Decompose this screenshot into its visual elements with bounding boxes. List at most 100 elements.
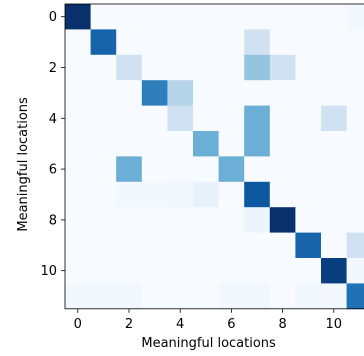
heatmap-cell-11-6 <box>218 283 245 310</box>
heatmap-cell-10-1 <box>90 258 117 284</box>
heatmap-cell-9-2 <box>116 232 143 259</box>
heatmap-cell-2-6 <box>218 54 245 81</box>
heatmap-cell-4-1 <box>90 105 117 132</box>
heatmap-cell-4-6 <box>218 105 245 132</box>
heatmap-cell-3-1 <box>90 80 117 106</box>
heatmap-cell-11-11 <box>346 283 364 310</box>
heatmap-cell-3-3 <box>141 80 168 106</box>
heatmap-cell-11-3 <box>141 283 168 310</box>
heatmap-cell-0-4 <box>167 4 194 30</box>
heatmap-cell-7-0 <box>65 181 91 208</box>
heatmap-cell-8-5 <box>193 207 219 233</box>
x-tick-label-0: 0 <box>74 317 82 332</box>
heatmap-cell-9-3 <box>141 232 168 259</box>
heatmap-cell-6-7 <box>244 156 271 183</box>
heatmap-cell-0-0 <box>65 4 91 30</box>
heatmap-cell-4-10 <box>321 105 347 132</box>
heatmap-cell-7-9 <box>295 181 322 208</box>
heatmap-cell-4-0 <box>65 105 91 132</box>
heatmap-cell-10-11 <box>346 258 364 284</box>
heatmap-cell-7-5 <box>193 181 219 208</box>
heatmap-cell-0-1 <box>90 4 117 30</box>
x-tick-label-4: 4 <box>176 317 184 332</box>
y-tick-label-2: 2 <box>49 61 57 76</box>
heatmap-cell-1-0 <box>65 29 91 56</box>
y-tick-label-8: 8 <box>49 213 57 228</box>
heatmap-cell-3-9 <box>295 80 322 106</box>
heatmap-cell-7-6 <box>218 181 245 208</box>
heatmap-cell-10-3 <box>141 258 168 284</box>
heatmap-cell-9-8 <box>269 232 296 259</box>
heatmap-cell-8-3 <box>141 207 168 233</box>
heatmap-cell-4-4 <box>167 105 194 132</box>
heatmap-cell-9-6 <box>218 232 245 259</box>
heatmap-cell-3-7 <box>244 80 271 106</box>
x-tick-label-2: 2 <box>125 317 133 332</box>
heatmap-cell-5-6 <box>218 131 245 157</box>
y-tick-label-6: 6 <box>49 163 57 178</box>
heatmap-cell-10-8 <box>269 258 296 284</box>
heatmap-cell-7-11 <box>346 181 364 208</box>
heatmap-cell-9-9 <box>295 232 322 259</box>
heatmap-cell-6-10 <box>321 156 347 183</box>
heatmap-cell-11-0 <box>65 283 91 310</box>
heatmap-cell-2-0 <box>65 54 91 81</box>
heatmap-cell-2-8 <box>269 54 296 81</box>
heatmap-cell-8-1 <box>90 207 117 233</box>
heatmap-cell-2-2 <box>116 54 143 81</box>
heatmap-cell-2-1 <box>90 54 117 81</box>
heatmap-cell-1-8 <box>269 29 296 56</box>
heatmap-cell-5-2 <box>116 131 143 157</box>
heatmap-cell-10-6 <box>218 258 245 284</box>
heatmap-cell-8-8 <box>269 207 296 233</box>
heatmap-cell-10-0 <box>65 258 91 284</box>
heatmap-cell-6-8 <box>269 156 296 183</box>
heatmap-cell-8-11 <box>346 207 364 233</box>
heatmap-cell-0-10 <box>321 4 347 30</box>
heatmap-cell-1-6 <box>218 29 245 56</box>
heatmap-cell-2-10 <box>321 54 347 81</box>
heatmap-cell-11-1 <box>90 283 117 310</box>
heatmap-cell-1-4 <box>167 29 194 56</box>
heatmap-cell-8-4 <box>167 207 194 233</box>
heatmap-cell-8-7 <box>244 207 271 233</box>
heatmap-cell-0-5 <box>193 4 219 30</box>
heatmap-cell-4-5 <box>193 105 219 132</box>
heatmap-cell-5-5 <box>193 131 219 157</box>
heatmap-cell-5-9 <box>295 131 322 157</box>
heatmap-cell-1-1 <box>90 29 117 56</box>
heatmap-cell-0-3 <box>141 4 168 30</box>
heatmap-cell-0-7 <box>244 4 271 30</box>
heatmap-cell-3-5 <box>193 80 219 106</box>
heatmap-cell-2-4 <box>167 54 194 81</box>
heatmap-cell-0-11 <box>346 4 364 30</box>
heatmap-cells <box>65 4 364 310</box>
heatmap-cell-0-6 <box>218 4 245 30</box>
heatmap-cell-1-11 <box>346 29 364 56</box>
heatmap-cell-5-3 <box>141 131 168 157</box>
heatmap-cell-6-11 <box>346 156 364 183</box>
heatmap-cell-8-10 <box>321 207 347 233</box>
heatmap-cell-10-9 <box>295 258 322 284</box>
heatmap-cell-1-10 <box>321 29 347 56</box>
heatmap-cell-3-6 <box>218 80 245 106</box>
heatmap-cell-5-0 <box>65 131 91 157</box>
heatmap-cell-3-2 <box>116 80 143 106</box>
heatmap-cell-5-1 <box>90 131 117 157</box>
heatmap-cell-3-10 <box>321 80 347 106</box>
heatmap-cell-5-4 <box>167 131 194 157</box>
heatmap-cell-7-7 <box>244 181 271 208</box>
heatmap-cell-11-5 <box>193 283 219 310</box>
heatmap-cell-8-0 <box>65 207 91 233</box>
heatmap-cell-2-5 <box>193 54 219 81</box>
heatmap-cell-6-9 <box>295 156 322 183</box>
heatmap-cell-2-3 <box>141 54 168 81</box>
heatmap-cell-4-9 <box>295 105 322 132</box>
heatmap-cell-2-11 <box>346 54 364 81</box>
heatmap-cell-0-9 <box>295 4 322 30</box>
heatmap-cell-9-10 <box>321 232 347 259</box>
heatmap-cell-9-1 <box>90 232 117 259</box>
heatmap-cell-4-8 <box>269 105 296 132</box>
heatmap-cell-3-4 <box>167 80 194 106</box>
x-tick-label-6: 6 <box>227 317 235 332</box>
